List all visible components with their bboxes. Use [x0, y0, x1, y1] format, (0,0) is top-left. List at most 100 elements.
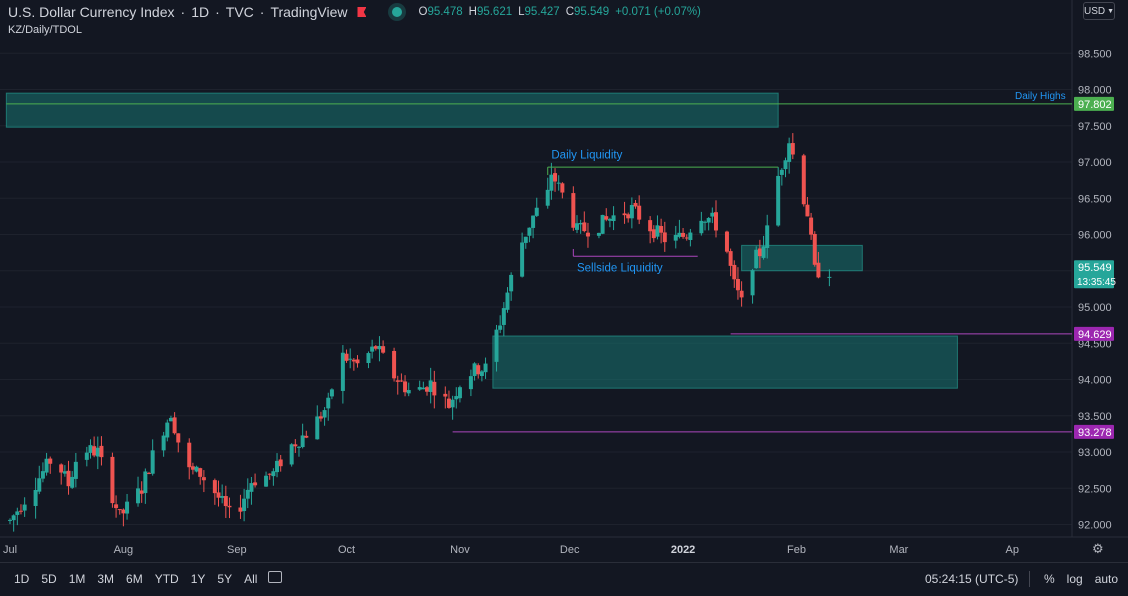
candle: [479, 371, 484, 376]
candle: [172, 417, 177, 434]
candle: [190, 466, 195, 470]
chart-annotation: Daily Highs: [1015, 91, 1066, 102]
candle: [604, 216, 609, 220]
candle: [812, 233, 817, 265]
candle: [351, 359, 356, 362]
candle: [110, 456, 115, 504]
candle: [776, 175, 781, 226]
candle: [92, 446, 97, 456]
divider: [1029, 571, 1030, 587]
candle: [523, 236, 528, 243]
price-label-text: 97.802: [1078, 99, 1112, 111]
gear-icon[interactable]: ⚙: [1092, 541, 1104, 556]
candle: [633, 202, 638, 207]
candle: [450, 399, 455, 408]
candle: [227, 505, 232, 508]
candle: [40, 471, 45, 479]
percent-button[interactable]: %: [1044, 572, 1055, 586]
y-tick-label: 97.000: [1078, 157, 1112, 169]
candle: [505, 292, 510, 310]
range-6m-button[interactable]: 6M: [126, 572, 143, 586]
candle: [629, 205, 634, 219]
currency-selector[interactable]: USD ▼: [1083, 2, 1115, 20]
candle: [114, 504, 119, 509]
range-1m-button[interactable]: 1M: [68, 572, 86, 586]
candle: [399, 380, 404, 382]
candle: [527, 227, 532, 236]
candle: [267, 473, 272, 475]
candle: [783, 160, 788, 170]
exchange-label: TVC: [225, 4, 254, 20]
candle: [212, 480, 217, 494]
candle: [677, 232, 682, 237]
flag-icon[interactable]: [357, 7, 367, 17]
range-5d-button[interactable]: 5D: [41, 572, 57, 586]
x-tick-label: Dec: [560, 544, 580, 556]
range-3m-button[interactable]: 3M: [97, 572, 115, 586]
interval-label[interactable]: 1D: [191, 4, 210, 20]
candle: [827, 276, 832, 278]
auto-button[interactable]: auto: [1094, 572, 1119, 586]
candle: [600, 214, 605, 234]
candle: [699, 220, 704, 234]
close-value: 95.549: [574, 6, 610, 18]
y-tick-label: 95.000: [1078, 302, 1112, 314]
candle: [117, 509, 122, 511]
chart-annotation: Daily Liquidity: [551, 149, 622, 161]
bottom-toolbar: 1D 5D 1M 3M 6M YTD 1Y 5Y All 05:24:15 (UTC-5) % …: [0, 562, 1128, 596]
candle: [245, 489, 250, 499]
symbol-title[interactable]: U.S. Dollar Currency Index: [8, 4, 175, 20]
candle: [392, 350, 397, 379]
candle: [340, 352, 345, 391]
candle: [637, 205, 642, 220]
range-1d-button[interactable]: 1D: [14, 572, 30, 586]
candle: [198, 468, 203, 477]
candle: [425, 387, 430, 392]
candle: [531, 215, 536, 228]
candle: [805, 204, 810, 217]
indicator-label[interactable]: KZ/Daily/TDOL: [8, 24, 82, 36]
candle: [326, 397, 331, 409]
candle: [626, 214, 631, 219]
candle: [329, 389, 334, 397]
candle: [296, 446, 301, 448]
candle: [787, 143, 792, 162]
range-1y-button[interactable]: 1Y: [190, 572, 206, 586]
candle: [355, 359, 360, 364]
candle: [344, 353, 349, 361]
x-tick-label: Jul: [3, 544, 17, 556]
candle: [22, 504, 27, 511]
candle: [275, 460, 280, 473]
candle: [432, 381, 437, 396]
candle: [143, 471, 148, 494]
candle: [161, 435, 166, 451]
range-ytd-button[interactable]: YTD: [154, 572, 179, 586]
source-label: TradingView: [270, 4, 348, 20]
candle: [223, 496, 228, 507]
y-tick-label: 92.000: [1078, 520, 1112, 532]
countdown-label: 13:35:45: [1077, 277, 1116, 288]
candle: [578, 222, 583, 225]
x-tick-label: Mar: [889, 544, 908, 556]
log-button[interactable]: log: [1066, 572, 1083, 586]
range-buttons: 1D 5D 1M 3M 6M YTD 1Y 5Y All: [14, 572, 257, 586]
price-label: [1074, 96, 1114, 111]
candle: [220, 496, 225, 498]
candle: [8, 519, 12, 521]
date-range-icon[interactable]: [268, 571, 282, 583]
candle: [651, 229, 656, 239]
price-chart[interactable]: Daily Highs Daily Liquidity Sellside Liqui…: [0, 0, 1128, 562]
range-5y-button[interactable]: 5Y: [217, 572, 233, 586]
candle: [585, 232, 590, 237]
range-all-button[interactable]: All: [244, 572, 258, 586]
candle: [816, 262, 821, 278]
candle: [318, 416, 323, 419]
candle: [121, 509, 126, 514]
candle: [659, 225, 664, 233]
clock[interactable]: 05:24:15 (UTC-5): [925, 572, 1019, 586]
candle: [553, 173, 558, 182]
candle: [483, 363, 488, 373]
candle: [735, 278, 740, 291]
candle: [574, 223, 579, 230]
liquidity-zone: [492, 335, 958, 389]
